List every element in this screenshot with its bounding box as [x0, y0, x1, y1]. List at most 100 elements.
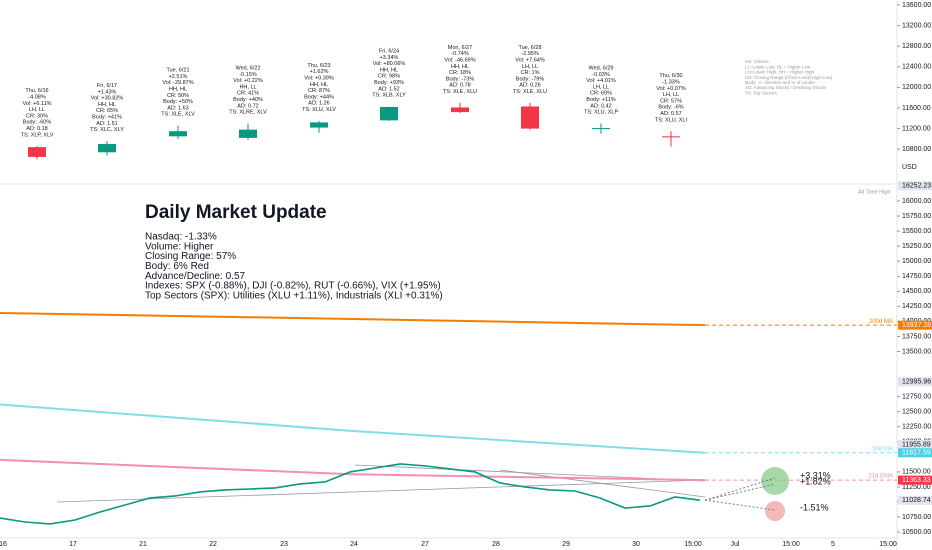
candle-body: [521, 106, 539, 129]
candle-annotation: Wed, 6/29: [589, 66, 614, 72]
candle-annotation: +1.62%: [310, 69, 329, 75]
projection-label: -1.51%: [800, 502, 829, 512]
candle-annotation: -2.95%: [521, 51, 539, 57]
y-tick-label: 11500.00: [902, 469, 931, 476]
y-tick-label: 13500.00: [902, 348, 931, 355]
candle-body: [98, 144, 116, 153]
candle-annotation: CR: 65%: [96, 108, 118, 114]
candle-annotation: HH, LL: [239, 84, 256, 90]
candle-annotation: Body: -6%: [658, 105, 683, 111]
ma-label: 50d MA: [872, 446, 893, 452]
candle-annotation: Body: -73%: [446, 76, 475, 82]
candle-annotation: Body: -79%: [516, 76, 545, 82]
price-label-box: [898, 320, 932, 330]
candle-annotation: Fri, 6/24: [379, 49, 399, 55]
update-title: Daily Market Update: [145, 202, 327, 223]
legend-line: AD: Advancing Stocks / Declining Stocks: [745, 85, 827, 90]
candle-body: [169, 131, 187, 137]
price-label: 12995.96: [902, 379, 931, 386]
y-tick-label: 10750.00: [902, 514, 931, 521]
candle-annotation: AD: 0.57: [660, 111, 681, 117]
y-tick-label: 11600.00: [902, 105, 931, 112]
candle-annotation: Body: +50%: [163, 99, 193, 105]
legend-line: LH=Lower High, HH = Higher High: [745, 70, 815, 75]
y-tick-label: 10800.00: [902, 146, 931, 153]
candle-annotation: AD: 1.51: [96, 121, 117, 127]
projection-zone: [765, 501, 785, 521]
price-label-box: [898, 377, 932, 387]
candle-annotation: TS: XLC, XLY: [90, 127, 124, 133]
price-line: [0, 463, 701, 525]
ath-label: All Time High: [858, 189, 890, 195]
price-label: 11817.59: [902, 450, 931, 457]
candle-annotation: LH, LL: [29, 107, 45, 113]
candle-annotation: Body: -60%: [23, 120, 52, 126]
candle-annotation: Tue, 6/21: [166, 68, 189, 74]
y-tick-label: 15750.00: [902, 213, 931, 220]
x-tick-label: 23: [280, 541, 288, 548]
y-tick-label: 11250.00: [902, 484, 931, 491]
candle-annotation: AD: 0.26: [519, 83, 540, 89]
candle-annotation: CR: 50%: [167, 93, 189, 99]
x-tick-label: 15:00: [879, 541, 897, 548]
update-line: Indexes: SPX (-0.88%), DJI (-0.82%), RUT…: [145, 281, 441, 292]
y-tick-label: 12800.00: [902, 43, 931, 50]
candle-annotation: Vol: +0.39%: [304, 76, 334, 82]
candle-annotation: Thu, 6/16: [25, 88, 48, 94]
x-tick-label: 24: [350, 541, 358, 548]
x-tick-label: 5: [831, 541, 835, 548]
candle-annotation: AD: 0.42: [590, 103, 611, 109]
candle-annotation: Vol: +4.01%: [586, 78, 616, 84]
candle-annotation: -4.08%: [28, 94, 46, 100]
y-tick-label: 14750.00: [902, 273, 931, 280]
price-label: 11028.74: [902, 497, 931, 504]
candle-annotation: TS: XLU, XLI: [655, 117, 688, 123]
candle-annotation: Thu, 6/23: [307, 63, 330, 69]
candle-annotation: TS: XLE, XLU: [513, 89, 547, 95]
candle-annotation: AD: 0.18: [26, 126, 47, 132]
candle-annotation: HH, HL: [451, 64, 469, 70]
y-tick-label: 12000.00: [902, 84, 931, 91]
candle-annotation: -0.03%: [592, 72, 610, 78]
x-tick-label: 17: [69, 541, 77, 548]
price-label-box: [898, 448, 932, 458]
candle-annotation: Vol: -29.87%: [162, 80, 193, 86]
candle-annotation: Vol: +80.06%: [373, 61, 406, 67]
candle-annotation: +2.51%: [169, 74, 188, 80]
y-tick-label: 14500.00: [902, 288, 931, 295]
candle-annotation: AD: 0.78: [449, 83, 470, 89]
moving-average: [0, 458, 706, 482]
candle-annotation: AD: 1.26: [308, 101, 329, 107]
candle-annotation: Mon, 6/27: [448, 45, 472, 51]
y-tick-label: 13200.00: [902, 22, 931, 29]
price-label-box: [898, 439, 932, 449]
moving-average: [0, 311, 706, 327]
candle-annotation: Body: +41%: [92, 115, 122, 121]
y-tick-label: 10500.00: [902, 529, 931, 536]
x-tick-label: 29: [562, 541, 570, 548]
trend-line: [499, 469, 706, 498]
candle-body: [662, 136, 680, 138]
x-tick-label: 28: [492, 541, 500, 548]
y-tick-label: 14250.00: [902, 303, 931, 310]
candle-annotation: -1.33%: [662, 80, 680, 86]
update-line: Nasdaq: -1.33%: [145, 232, 217, 243]
x-tick-label: 30: [632, 541, 640, 548]
candle-annotation: Body: +11%: [586, 97, 616, 103]
legend-line: TS: Top Sectors: [745, 90, 778, 95]
y-tick-label: 13600.00: [902, 2, 931, 9]
legend-line: Vol: Volume: [745, 59, 769, 64]
candle-annotation: CR: 57%: [660, 98, 682, 104]
candle-annotation: LH, LL: [522, 64, 538, 70]
trend-line: [56, 479, 706, 503]
candle-annotation: TS: XLU, XLV: [302, 107, 336, 113]
candle-annotation: HH, HL: [98, 102, 116, 108]
candle-annotation: Vol: +6.11%: [22, 101, 51, 107]
candle-body: [28, 147, 46, 157]
projection-zone: [761, 467, 789, 495]
ma-label: 200d MA: [869, 319, 893, 325]
candle-annotation: CR: 69%: [590, 91, 612, 97]
candle-annotation: Body: +44%: [304, 94, 334, 100]
candle-annotation: CR: 98%: [378, 74, 400, 80]
y-tick-label: 15500.00: [902, 228, 931, 235]
